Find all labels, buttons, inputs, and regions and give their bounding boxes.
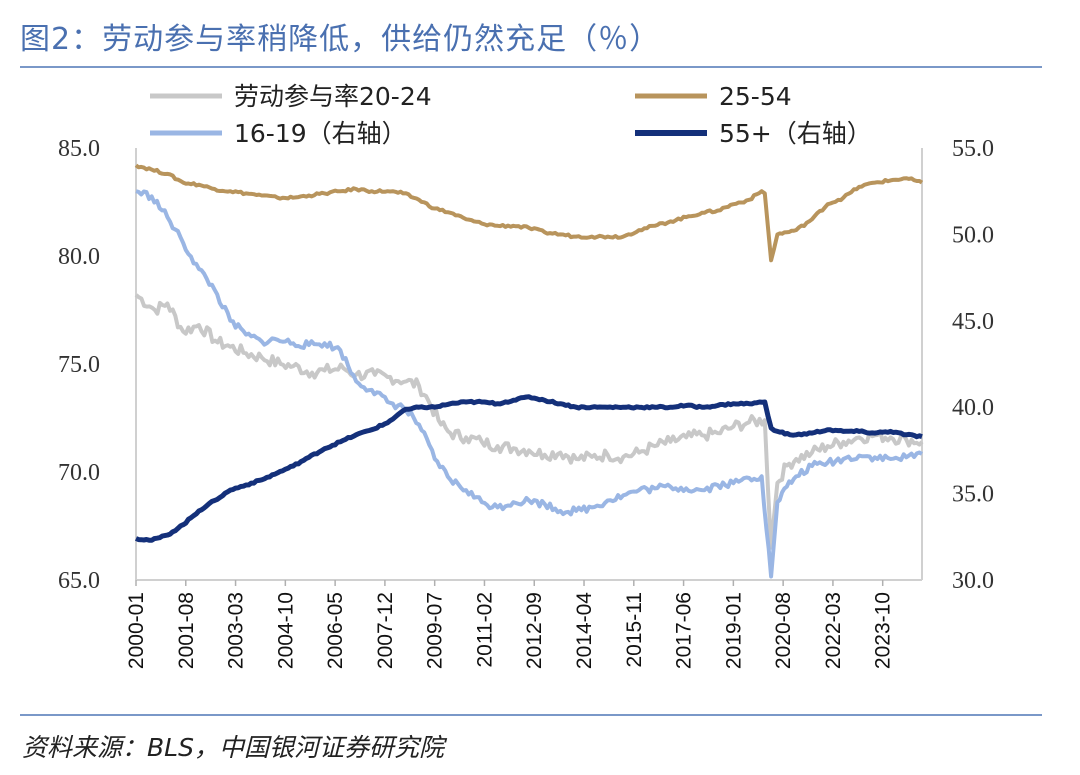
top-divider [20,66,1042,68]
x-tick-label: 2009-07 [424,592,447,669]
left-tick-label: 85.0 [58,136,100,162]
series-lines [134,163,924,579]
x-tick-label: 2019-01 [722,592,745,669]
chart-title: 图2：劳动参与率稍降低，供给仍然充足（％） [20,22,661,57]
x-tick-label: 2003-03 [225,592,248,669]
x-tick-label: 2007-12 [374,592,397,669]
x-tick-label: 2011-02 [473,592,496,668]
series-line [134,293,924,550]
bottom-divider [20,714,1042,716]
x-tick-label: 2022-03 [822,592,845,669]
axes: 65.0 70.0 75.0 80.0 85.0 30.0 35.0 40.0 45.0 50.0… [58,136,994,669]
x-tick-label: 2023-10 [872,592,895,669]
x-tick-label: 2006-05 [324,592,347,669]
x-tick-label: 2014-04 [573,592,596,669]
x-tick-label: 2017-06 [673,592,696,669]
legend-label: 16-19（右轴） [234,119,407,148]
right-tick-label: 55.0 [952,136,994,162]
right-tick-label: 45.0 [952,309,994,335]
series-line [135,394,923,543]
legend-label: 55+（右轴） [719,119,872,148]
series-line [135,189,923,579]
legend-label: 劳动参与率20-24 [234,82,432,111]
x-tick-label: 2012-09 [523,592,546,669]
source-note: 资料来源：BLS，中国银河证券研究院 [22,733,444,762]
x-tick-label: 2001-08 [175,592,198,669]
left-tick-label: 75.0 [58,352,100,378]
left-tick-label: 65.0 [58,568,100,594]
right-tick-label: 35.0 [952,482,994,508]
x-tick-label: 2015-11 [623,592,646,668]
legend-label: 25-54 [719,82,792,111]
right-tick-label: 30.0 [952,568,994,594]
x-tick-label: 2020-08 [772,592,795,669]
x-tick-label: 2004-10 [274,592,297,669]
left-tick-label: 80.0 [58,244,100,270]
series-line [134,163,924,263]
right-tick-label: 50.0 [952,222,994,248]
x-tick-label: 2000-01 [125,592,148,669]
left-tick-label: 70.0 [58,460,100,486]
legend: 劳动参与率20-24 25-54 16-19（右轴） 55+（右轴） [150,82,872,148]
right-tick-label: 40.0 [952,395,994,421]
